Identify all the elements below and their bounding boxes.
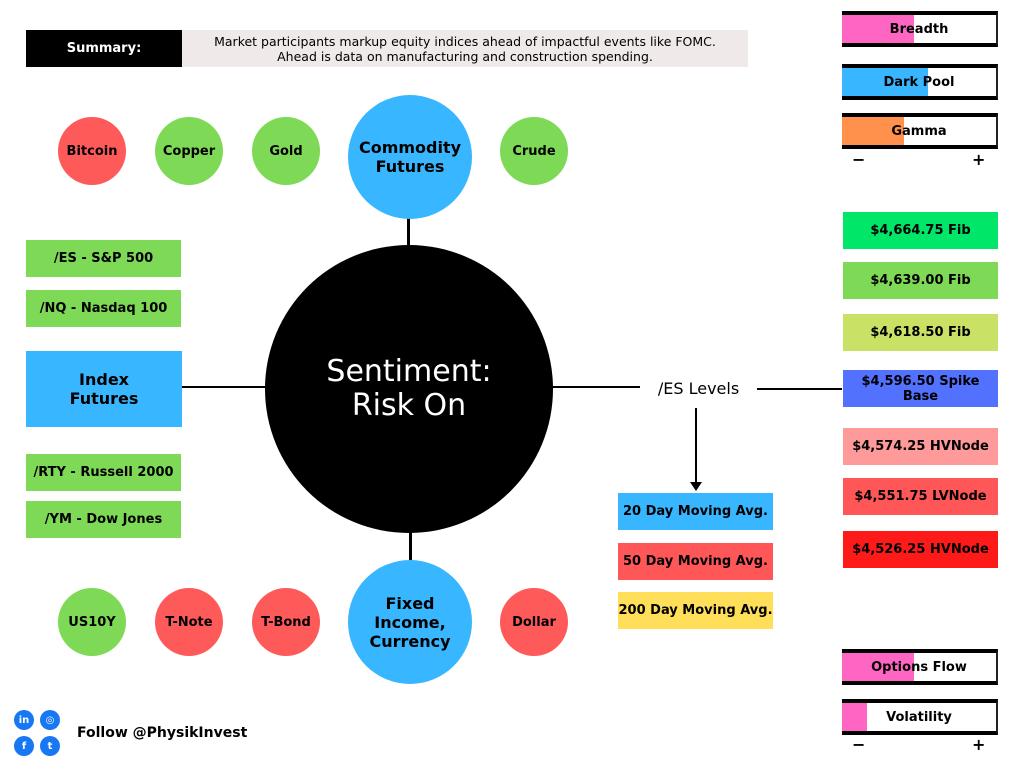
linkedin-icon[interactable]: in [14,710,34,730]
gauge-breadth: Breadth [842,11,998,47]
facebook-icon[interactable]: f [14,736,34,756]
es-level: $4,664.75 Fib [843,212,998,249]
gauge-label: Dark Pool [883,74,955,90]
es-level: $4,618.50 Fib [843,314,998,351]
instagram-icon[interactable]: ◎ [40,710,60,730]
gauge-fill [842,653,915,681]
es-levels-label: /ES Levels [657,378,740,398]
twitter-icon[interactable]: t [40,736,60,756]
es-level: $4,526.25 HVNode [843,531,998,568]
gauge-fill [842,117,904,145]
fi-dollar: Dollar [500,588,568,656]
gauge-options-flow: Options Flow [842,649,998,685]
fixed-income-hub: Fixed Income, Currency [348,560,472,684]
scale-plus-top: + [972,150,986,169]
commodity-gold: Gold [252,117,320,185]
scale-plus-bottom: + [972,735,986,754]
scale-minus-top: − [852,150,866,169]
commodity-hub: Commodity Futures [348,95,472,219]
gauge-label: Gamma [891,123,947,139]
index-nq: /NQ - Nasdaq 100 [26,290,181,327]
commodity-copper: Copper [155,117,223,185]
gauge-volatility: Volatility [842,699,998,735]
index-es: /ES - S&P 500 [26,240,181,277]
commodity-crude: Crude [500,117,568,185]
moving-average: 200 Day Moving Avg. [618,592,773,629]
center-sentiment: Sentiment: Risk On [265,245,553,533]
commodity-bitcoin: Bitcoin [58,117,126,185]
gauge-fill [842,15,915,43]
gauge-label: Volatility [886,709,952,725]
sentiment-value: Risk On [351,388,467,423]
summary-label: Summary: [26,30,182,67]
fi-tnote: T-Note [155,588,223,656]
sentiment-title: Sentiment: [326,354,492,389]
gauge-label: Breadth [889,21,949,37]
follow-text: Follow @PhysikInvest [77,725,248,741]
es-level: $4,551.75 LVNode [843,478,998,515]
index-futures-hub: Index Futures [26,351,182,427]
gauge-gamma: Gamma [842,113,998,149]
moving-average: 20 Day Moving Avg. [618,493,773,530]
es-level: $4,574.25 HVNode [843,428,998,465]
gauge-fill [842,703,867,731]
gauge-dark-pool: Dark Pool [842,64,998,100]
gauge-fill [842,68,929,96]
index-ym: /YM - Dow Jones [26,501,181,538]
index-rty: /RTY - Russell 2000 [26,454,181,491]
es-level: $4,596.50 Spike Base [843,370,998,407]
moving-average: 50 Day Moving Avg. [618,543,773,580]
summary-text: Market participants markup equity indice… [182,30,748,67]
es-level: $4,639.00 Fib [843,262,998,299]
gauge-label: Options Flow [871,659,967,675]
scale-minus-bottom: − [852,735,866,754]
fi-tbond: T-Bond [252,588,320,656]
fi-us10y: US10Y [58,588,126,656]
